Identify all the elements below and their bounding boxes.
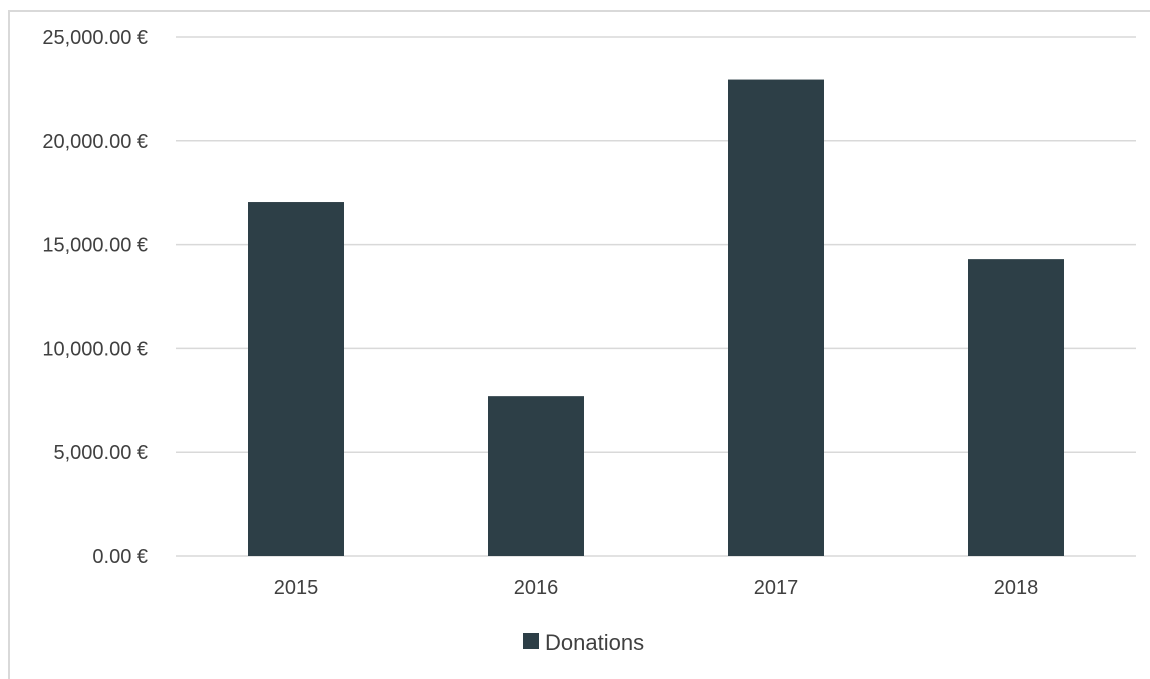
bar-2018 [968,259,1064,556]
bars [248,79,1064,557]
y-tick-label: 0.00 € [92,546,148,568]
y-tick-label: 25,000.00 € [42,27,148,49]
x-tick-label: 2017 [754,577,799,599]
y-tick-label: 5,000.00 € [53,442,148,464]
legend: Donations [523,630,644,655]
y-axis-ticks: 0.00 € 5,000.00 € 10,000.00 € 15,000.00 € 20… [42,27,148,568]
chart-frame [8,10,1150,679]
y-tick-label: 10,000.00 € [42,338,148,360]
bar-2017 [728,79,824,557]
x-tick-label: 2016 [514,577,559,599]
bar-2015 [248,202,344,557]
x-tick-label: 2018 [994,577,1039,599]
legend-swatch-donations [523,633,539,649]
bar-2016 [488,396,584,556]
y-tick-label: 20,000.00 € [42,131,148,153]
legend-label-donations: Donations [545,630,644,655]
x-axis-ticks: 2015 2016 2017 2018 [274,577,1039,599]
x-tick-label: 2015 [274,577,319,599]
y-tick-label: 15,000.00 € [42,235,148,257]
